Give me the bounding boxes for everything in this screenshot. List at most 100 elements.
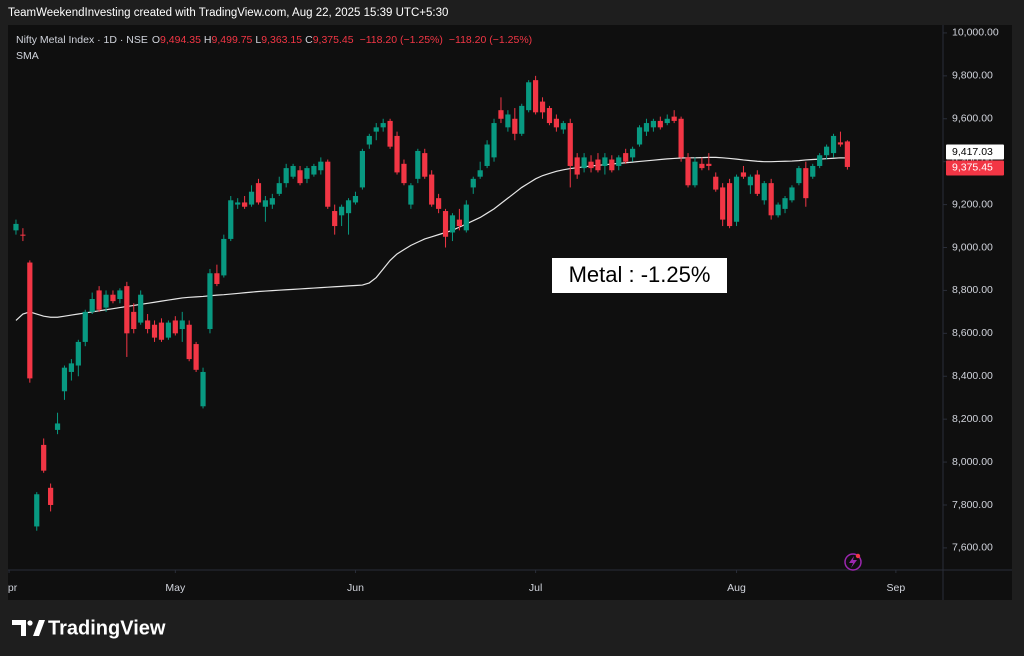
candle-body <box>34 494 40 527</box>
candle-body <box>318 161 324 171</box>
candle-body <box>650 120 656 128</box>
legend-key: O <box>152 34 160 46</box>
brand: TradingView <box>48 617 166 639</box>
y-tick-label: 8,800.00 <box>952 284 993 296</box>
x-tick-label: Jun <box>347 582 364 594</box>
candle-body <box>636 127 643 145</box>
candle-body <box>560 123 566 130</box>
candle-body <box>345 200 352 214</box>
candle-body <box>54 423 61 430</box>
y-tick-label: 9,200.00 <box>952 198 993 210</box>
y-tick-label: 8,000.00 <box>952 456 993 468</box>
candle-body <box>643 123 650 132</box>
candle-body <box>387 120 393 147</box>
candle-body <box>394 135 400 173</box>
candle-body <box>546 108 553 124</box>
candle-body <box>671 116 677 121</box>
candle-body <box>449 215 456 233</box>
candle-body <box>463 204 469 231</box>
candle-body <box>754 174 760 194</box>
candle-body <box>526 82 532 111</box>
candle-body <box>138 294 144 323</box>
credit: TeamWeekendInvesting created with Tradin… <box>8 7 448 19</box>
candle-body <box>290 165 296 177</box>
candle-body <box>436 198 442 209</box>
candle-body <box>124 286 130 334</box>
candle-body <box>283 168 289 184</box>
price-label-box <box>946 144 1004 160</box>
candle-body <box>228 200 234 239</box>
y-tick-label: 8,200.00 <box>952 413 993 425</box>
x-tick-label: Aug <box>727 582 746 594</box>
candle-body <box>27 262 33 379</box>
y-tick-label: 9,000.00 <box>952 241 993 253</box>
logo-t <box>12 620 26 636</box>
candle-body <box>311 165 317 175</box>
candle-body <box>48 487 54 505</box>
candle-body <box>158 322 165 340</box>
candle-body <box>796 168 802 184</box>
x-tick-label: Jul <box>529 582 542 594</box>
candle-body <box>442 211 449 237</box>
candle-body <box>470 178 476 188</box>
indicator-label: SMA <box>16 50 39 62</box>
candle-body <box>20 234 26 236</box>
candle-body <box>401 163 407 184</box>
candle-body <box>408 185 414 205</box>
candle-body <box>366 135 372 145</box>
candle-body <box>491 123 497 158</box>
legend-value: 9,499.75 <box>212 34 253 46</box>
candle-body <box>498 110 504 119</box>
candle-body <box>96 290 102 310</box>
candle-body <box>782 198 788 209</box>
candle-body <box>713 176 719 190</box>
candle-body <box>339 206 345 216</box>
candle-body <box>221 238 227 276</box>
candle-body <box>186 324 192 360</box>
candle-body <box>830 135 837 154</box>
candle-body <box>574 157 580 175</box>
candle-body <box>817 155 823 166</box>
candle-body <box>255 183 262 203</box>
legend-change: −118.20 (−1.25%) <box>449 34 532 46</box>
candle-body <box>276 183 282 194</box>
price-label: 9,417.03 <box>952 146 993 158</box>
logo-v <box>33 620 45 636</box>
candle-body <box>477 170 483 177</box>
candle-body <box>429 174 435 205</box>
candle-body <box>151 324 158 338</box>
candle-body <box>657 120 663 128</box>
x-axis: Apr May Jun Jul Aug Sep <box>8 570 905 594</box>
candle-body <box>588 161 594 169</box>
alert-bolt <box>849 556 857 568</box>
x-tick-label: May <box>165 582 186 594</box>
candle-body <box>789 187 795 201</box>
candle-body <box>179 320 185 330</box>
candle-body <box>89 299 95 312</box>
candle-body <box>602 157 608 166</box>
annotation: Metal : -1.25% <box>569 262 711 287</box>
candle-body <box>131 311 137 330</box>
candle-body <box>706 163 712 166</box>
candle-body <box>616 157 622 166</box>
plot <box>13 75 850 531</box>
candle-body <box>775 204 781 216</box>
candle-body <box>75 341 81 366</box>
candle-body <box>747 176 753 186</box>
y-tick-label: 8,600.00 <box>952 327 993 339</box>
candle-body <box>595 159 601 171</box>
candle-body <box>553 118 559 128</box>
candle-body <box>207 273 213 330</box>
candle-body <box>609 159 615 171</box>
candle-body <box>117 290 123 300</box>
legend-key: L <box>255 34 261 46</box>
y-tick-label: 7,600.00 <box>952 542 993 554</box>
candle-body <box>41 444 47 471</box>
candle-body <box>359 150 365 188</box>
candle-body <box>297 170 303 184</box>
candle-body <box>720 187 726 220</box>
candle-body <box>145 320 151 330</box>
candle-body <box>61 367 68 392</box>
y-tick-label: 10,000.00 <box>952 27 999 39</box>
